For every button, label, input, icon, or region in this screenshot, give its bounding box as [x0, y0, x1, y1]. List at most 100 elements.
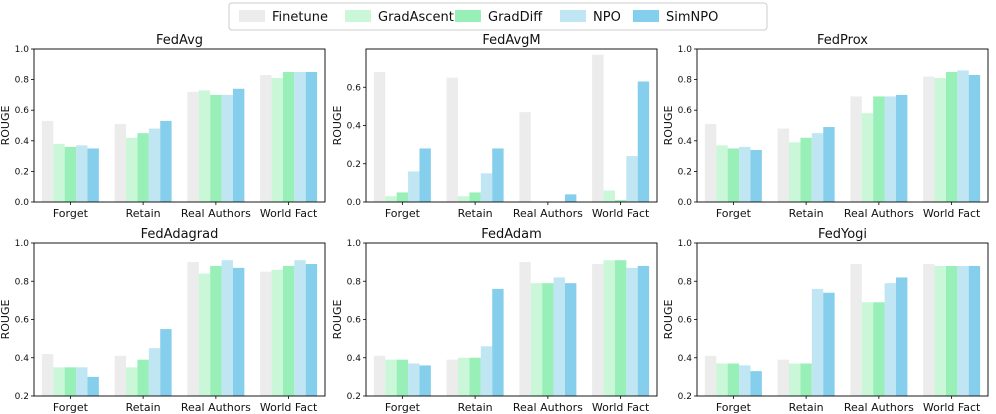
bar-fedadam-world-fact-simnpo: [637, 265, 650, 396]
bar-fedavgm-world-fact-gradascent: [603, 190, 615, 202]
y-tick-label-fedadam-4: 1.0: [347, 239, 362, 249]
y-tick-label-fedavg-0: 0.0: [15, 198, 30, 208]
bar-fedyogi-world-fact-graddiff: [945, 265, 958, 396]
legend-swatch-simnpo: [633, 10, 659, 22]
x-tick-label-fedadam-retain: Retain: [458, 401, 493, 414]
y-tick-label-fedyogi-3: 0.8: [678, 277, 693, 287]
bar-fedprox-world-fact-npo: [957, 70, 969, 202]
legend-label-simnpo: SimNPO: [666, 10, 718, 25]
bar-fedadagrad-forget-gradascent: [53, 367, 65, 396]
panel-title-fedyogi: FedYogi: [818, 227, 867, 242]
bar-fedavg-forget-simnpo: [87, 148, 99, 202]
bar-fedavg-forget-finetune: [41, 120, 54, 202]
bar-fedavg-real-authors-simnpo: [232, 88, 245, 202]
y-tick-label-fedadam-2: 0.6: [347, 316, 362, 326]
bar-fedadagrad-retain-gradascent: [126, 367, 138, 396]
bar-fedavg-world-fact-simnpo: [305, 71, 318, 202]
x-tick-label-fedavg-world-fact: World Fact: [260, 207, 318, 220]
bar-fedadam-forget-graddiff: [396, 359, 409, 396]
bar-fedyogi-real-authors-finetune: [850, 264, 862, 396]
bar-fedadam-world-fact-graddiff: [614, 260, 627, 396]
bar-fedavgm-real-authors-finetune: [519, 112, 531, 202]
bar-fedadagrad-forget-simnpo: [87, 376, 99, 396]
bar-fedprox-forget-npo: [739, 146, 751, 202]
bar-fedyogi-forget-npo: [739, 365, 751, 396]
bar-fedprox-real-authors-finetune: [850, 96, 862, 202]
bar-fedavgm-forget-graddiff: [396, 192, 409, 202]
bar-fedyogi-retain-npo: [811, 288, 824, 396]
bar-fedadagrad-retain-graddiff: [137, 359, 149, 396]
legend-label-npo: NPO: [593, 10, 621, 25]
bar-fedavg-retain-graddiff: [137, 133, 149, 202]
bar-fedavg-real-authors-finetune: [187, 91, 199, 202]
bar-fedavgm-retain-graddiff: [469, 192, 481, 202]
panel-frame-fedadam: [365, 242, 658, 397]
y-tick-label-fedyogi-2: 0.6: [678, 316, 693, 326]
bar-fedadam-real-authors-gradascent: [530, 283, 543, 396]
bar-fedavgm-retain-npo: [480, 173, 493, 202]
x-tick-label-fedavgm-real-authors: Real Authors: [513, 207, 583, 220]
bar-fedyogi-forget-graddiff: [727, 363, 740, 396]
panel-frame-fedavg: [33, 48, 326, 203]
bar-fedyogi-world-fact-gradascent: [934, 265, 946, 396]
bar-fedyogi-retain-finetune: [777, 359, 790, 396]
bar-fedadagrad-world-fact-simnpo: [305, 264, 318, 396]
bar-fedavg-forget-graddiff: [64, 146, 77, 202]
bar-fedprox-real-authors-graddiff: [873, 96, 885, 202]
x-tick-label-fedadam-world-fact: World Fact: [592, 401, 650, 414]
bar-fedprox-retain-simnpo: [823, 127, 835, 202]
bar-fedadagrad-retain-finetune: [114, 355, 127, 396]
x-tick-label-fedyogi-retain: Retain: [789, 401, 824, 414]
x-tick-label-fedavgm-world-fact: World Fact: [592, 207, 650, 220]
y-tick-label-fedavgm-1: 0.2: [347, 160, 361, 170]
bar-fedadam-forget-npo: [408, 363, 420, 396]
bar-fedyogi-retain-gradascent: [789, 363, 801, 396]
panel-fedavg: FedAvg ROUGE 0.0 0.2 0.4 0.6 0.8 1.0 Forget Retai…: [0, 33, 326, 220]
bar-fedyogi-forget-gradascent: [716, 363, 728, 396]
bar-fedadagrad-real-authors-npo: [221, 260, 233, 396]
y-axis-label-fedavg: ROUGE: [0, 106, 12, 146]
y-tick-label-fedprox-4: 0.8: [678, 76, 693, 86]
x-tick-label-fedadagrad-real-authors: Real Authors: [181, 401, 251, 414]
x-tick-label-fedprox-forget: Forget: [716, 207, 752, 220]
bar-fedadagrad-real-authors-simnpo: [232, 267, 245, 396]
bar-fedadagrad-world-fact-gradascent: [271, 269, 283, 396]
bar-fedprox-forget-graddiff: [727, 148, 740, 202]
bar-fedavg-world-fact-gradascent: [271, 78, 283, 202]
y-axis-label-fedprox: ROUGE: [662, 106, 675, 146]
bar-fedavgm-world-fact-npo: [626, 156, 638, 202]
x-tick-label-fedyogi-forget: Forget: [716, 401, 752, 414]
bar-fedyogi-world-fact-simnpo: [968, 265, 981, 396]
x-tick-label-fedadagrad-retain: Retain: [126, 401, 161, 414]
bar-fedavgm-real-authors-simnpo: [564, 194, 577, 202]
x-tick-label-fedadam-real-authors: Real Authors: [513, 401, 583, 414]
bar-fedyogi-real-authors-simnpo: [895, 277, 908, 396]
bar-fedavgm-forget-npo: [408, 171, 420, 202]
bar-fedyogi-retain-simnpo: [823, 292, 835, 396]
bar-fedavg-world-fact-npo: [294, 71, 306, 202]
legend-label-graddiff: GradDiff: [488, 10, 543, 25]
legend-label-gradascent: GradAscent: [378, 10, 454, 25]
bar-fedadagrad-retain-npo: [148, 348, 161, 396]
x-tick-label-fedprox-real-authors: Real Authors: [844, 207, 914, 220]
bar-fedprox-retain-graddiff: [800, 137, 812, 202]
legend-label-finetune: Finetune: [272, 10, 328, 25]
bar-fedprox-real-authors-npo: [884, 96, 896, 202]
bar-fedyogi-world-fact-npo: [957, 265, 969, 396]
bar-fedadam-real-authors-finetune: [519, 262, 531, 396]
y-tick-label-fedprox-1: 0.2: [678, 167, 692, 177]
y-tick-label-fedprox-2: 0.4: [678, 137, 693, 147]
y-axis-label-fedadagrad: ROUGE: [0, 300, 12, 340]
bar-fedadagrad-world-fact-graddiff: [282, 265, 295, 396]
bar-fedadam-retain-finetune: [446, 359, 459, 396]
x-tick-label-fedadagrad-world-fact: World Fact: [260, 401, 318, 414]
x-tick-label-fedavgm-forget: Forget: [385, 207, 421, 220]
bar-fedavg-real-authors-graddiff: [210, 94, 222, 202]
x-tick-label-fedavg-real-authors: Real Authors: [181, 207, 251, 220]
bar-fedavg-world-fact-finetune: [260, 75, 272, 202]
x-tick-label-fedyogi-real-authors: Real Authors: [844, 401, 914, 414]
bar-fedavg-retain-finetune: [114, 123, 127, 202]
legend: Finetune GradAscent GradDiff NPO SimNPO: [228, 2, 768, 31]
bar-fedadagrad-retain-simnpo: [160, 329, 172, 396]
bar-fedadam-retain-npo: [480, 346, 493, 396]
